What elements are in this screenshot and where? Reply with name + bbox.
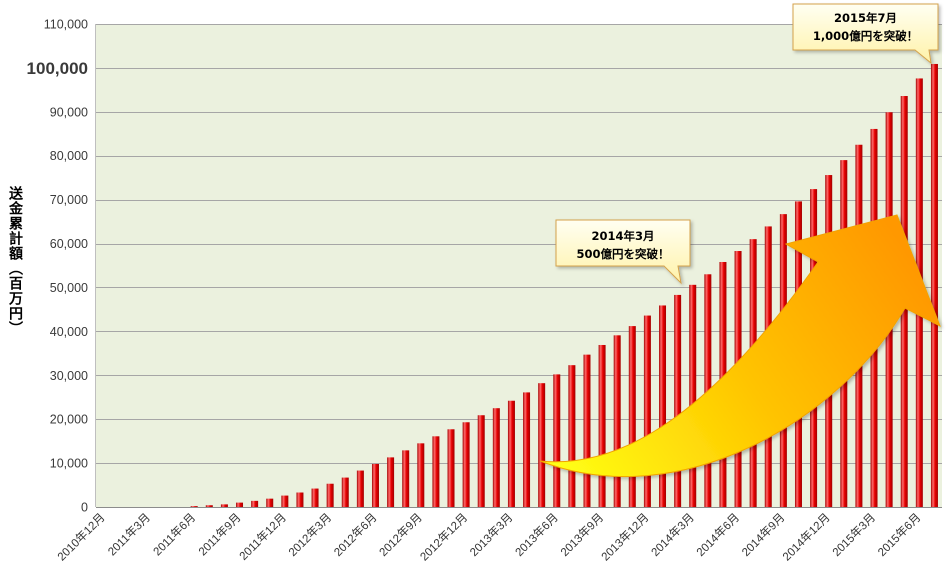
bar: 2012年6月: [371, 463, 379, 507]
growth-arrow: [539, 214, 941, 477]
bar: 2011年12月: [281, 495, 289, 507]
bar: 2012年11月: [447, 429, 455, 507]
x-tick-label: 2013年12月: [598, 510, 651, 563]
x-tick-label: 2013年6月: [512, 510, 561, 559]
y-tick-label: 10,000: [50, 457, 88, 471]
x-tick-label: 2014年9月: [739, 510, 788, 559]
callout-box: [555, 219, 691, 285]
bar: 2011年9月: [236, 502, 244, 507]
y-tick-label: 60,000: [50, 237, 88, 251]
bar: 2013年7月: [568, 365, 576, 507]
bar: 2013年12月: [643, 315, 651, 507]
x-tick-label: 2010年12月: [54, 510, 107, 563]
x-tick-label: 2011年12月: [236, 510, 289, 563]
bar: 2012年10月: [432, 436, 440, 507]
y-tick-label: 0: [81, 501, 88, 515]
y-tick-label: 20,000: [50, 413, 88, 427]
callout-message: 500億円を突破！: [576, 247, 669, 261]
bar: 2012年8月: [402, 450, 410, 507]
x-tick-label: 2011年6月: [150, 510, 198, 558]
x-tick-label: 2013年9月: [557, 510, 606, 559]
bar: 2012年5月: [356, 470, 364, 507]
bar: 2011年11月: [266, 498, 274, 507]
bar: 2013年8月: [583, 354, 591, 507]
x-tick-label: 2012年6月: [331, 510, 380, 559]
bar: 2012年7月: [387, 457, 395, 507]
bar: 2012年1月: [296, 492, 304, 507]
bar: 2013年10月: [613, 335, 621, 507]
bar: 2014年2月: [674, 294, 682, 507]
bar: 2014年3月: [689, 284, 697, 507]
bar: 2013年9月: [598, 344, 606, 507]
x-tick-label: 2012年9月: [376, 510, 425, 559]
y-tick-label-highlighted: 100,000: [27, 59, 88, 78]
bar: 2013年2月: [492, 408, 500, 507]
x-tick-label: 2011年9月: [195, 510, 243, 558]
y-tick-label: 90,000: [50, 105, 88, 119]
x-tick-label: 2014年12月: [780, 510, 833, 563]
bar: 2013年5月: [538, 383, 546, 507]
callout-1000-oku: 2015年7月 1,000億円を突破！: [792, 3, 939, 65]
bar: 2012年3月: [326, 483, 334, 507]
bar: 2012年4月: [341, 477, 349, 507]
bar: 2012年9月: [417, 443, 425, 507]
x-tick-label: 2012年12月: [417, 510, 470, 563]
bar: 2014年1月: [659, 305, 667, 507]
bar: 2012年12月: [462, 422, 470, 507]
x-tick-label: 2015年3月: [829, 510, 878, 559]
bar: 2013年3月: [507, 400, 515, 507]
callout-message: 1,000億円を突破！: [813, 29, 918, 43]
callout-date: 2014年3月: [591, 229, 654, 243]
y-tick-label: 50,000: [50, 281, 88, 295]
y-axis-title: 送金累計額（百万円）: [7, 186, 23, 336]
bar: 2011年10月: [251, 500, 259, 507]
x-tick-label: 2015年6月: [875, 510, 924, 559]
y-axis-ticks: 0 10,000 20,000 30,000 40,000 50,000 60,000 70,…: [27, 18, 89, 515]
bar: 2013年4月: [523, 392, 531, 507]
bar: 2013年11月: [628, 326, 636, 507]
y-tick-label: 30,000: [50, 369, 88, 383]
y-tick-label: 110,000: [44, 18, 88, 32]
callout-500-oku: 2014年3月 500億円を突破！: [555, 219, 691, 285]
x-axis-ticks: 2010年12月2011年3月2011年6月2011年9月2011年12月201…: [54, 510, 923, 563]
bar: 2013年6月: [553, 374, 561, 507]
bar: 2013年1月: [477, 415, 485, 507]
y-tick-label: 40,000: [50, 325, 88, 339]
y-tick-label: 80,000: [50, 149, 88, 163]
x-tick-label: 2012年3月: [286, 510, 335, 559]
x-tick-label: 2014年6月: [693, 510, 742, 559]
x-tick-label: 2013年3月: [467, 510, 516, 559]
callout-box: [792, 3, 939, 65]
bar: 2011年7月: [205, 505, 213, 507]
x-tick-label: 2014年3月: [648, 510, 697, 559]
x-tick-label: 2011年3月: [105, 510, 153, 558]
bar: 2011年8月: [220, 504, 228, 507]
callout-date: 2015年7月: [834, 11, 897, 25]
bar: 2015年7月: [930, 63, 938, 508]
bar: 2011年6月: [190, 506, 198, 507]
y-tick-label: 70,000: [50, 193, 88, 207]
bar: 2012年2月: [311, 488, 319, 507]
